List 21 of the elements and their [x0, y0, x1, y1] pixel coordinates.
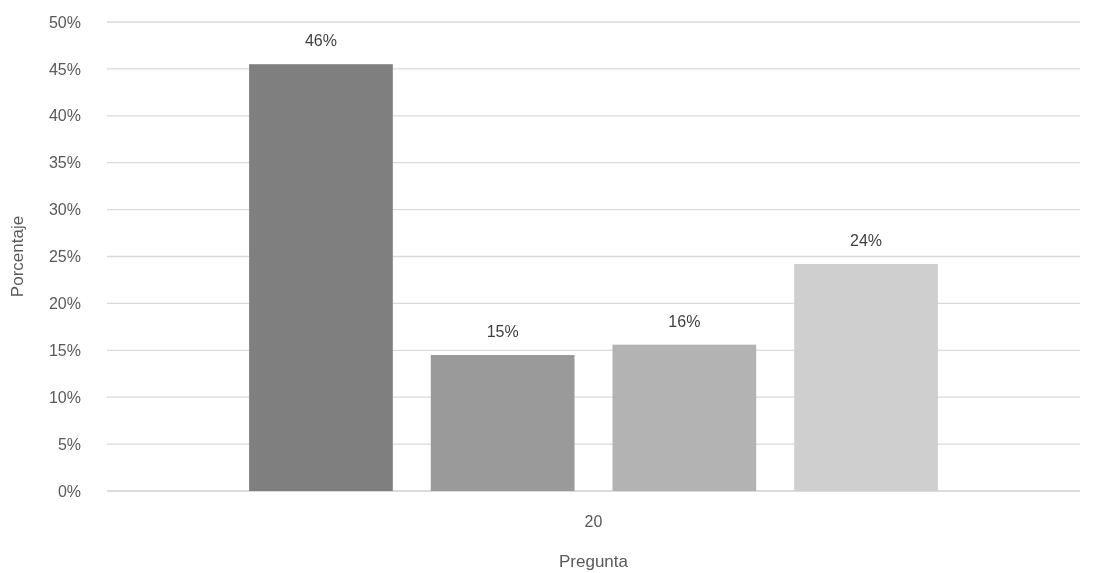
y-tick-label: 25%: [48, 248, 81, 266]
data-label: 46%: [304, 32, 337, 50]
bar: [430, 354, 575, 491]
bar: [249, 64, 393, 491]
y-tick-label: 15%: [48, 341, 81, 359]
y-axis-title: Porcentaje: [8, 215, 27, 298]
y-tick-label: 20%: [48, 295, 81, 312]
y-tick-label: 0%: [57, 482, 81, 500]
y-tick-label: 35%: [48, 154, 81, 172]
bar: [612, 344, 757, 491]
x-axis-title: Pregunta: [559, 552, 629, 571]
data-label: 15%: [486, 322, 519, 340]
y-tick-label: 30%: [48, 201, 81, 219]
x-tick-label: 20: [584, 513, 603, 530]
y-tick-label: 10%: [48, 388, 81, 406]
data-label: 16%: [668, 312, 701, 330]
y-tick-label: 5%: [57, 435, 81, 453]
y-tick-label: 45%: [48, 60, 81, 78]
y-tick-label: 50%: [48, 13, 81, 31]
y-tick-label: 40%: [48, 107, 81, 125]
data-label: 24%: [850, 232, 883, 249]
